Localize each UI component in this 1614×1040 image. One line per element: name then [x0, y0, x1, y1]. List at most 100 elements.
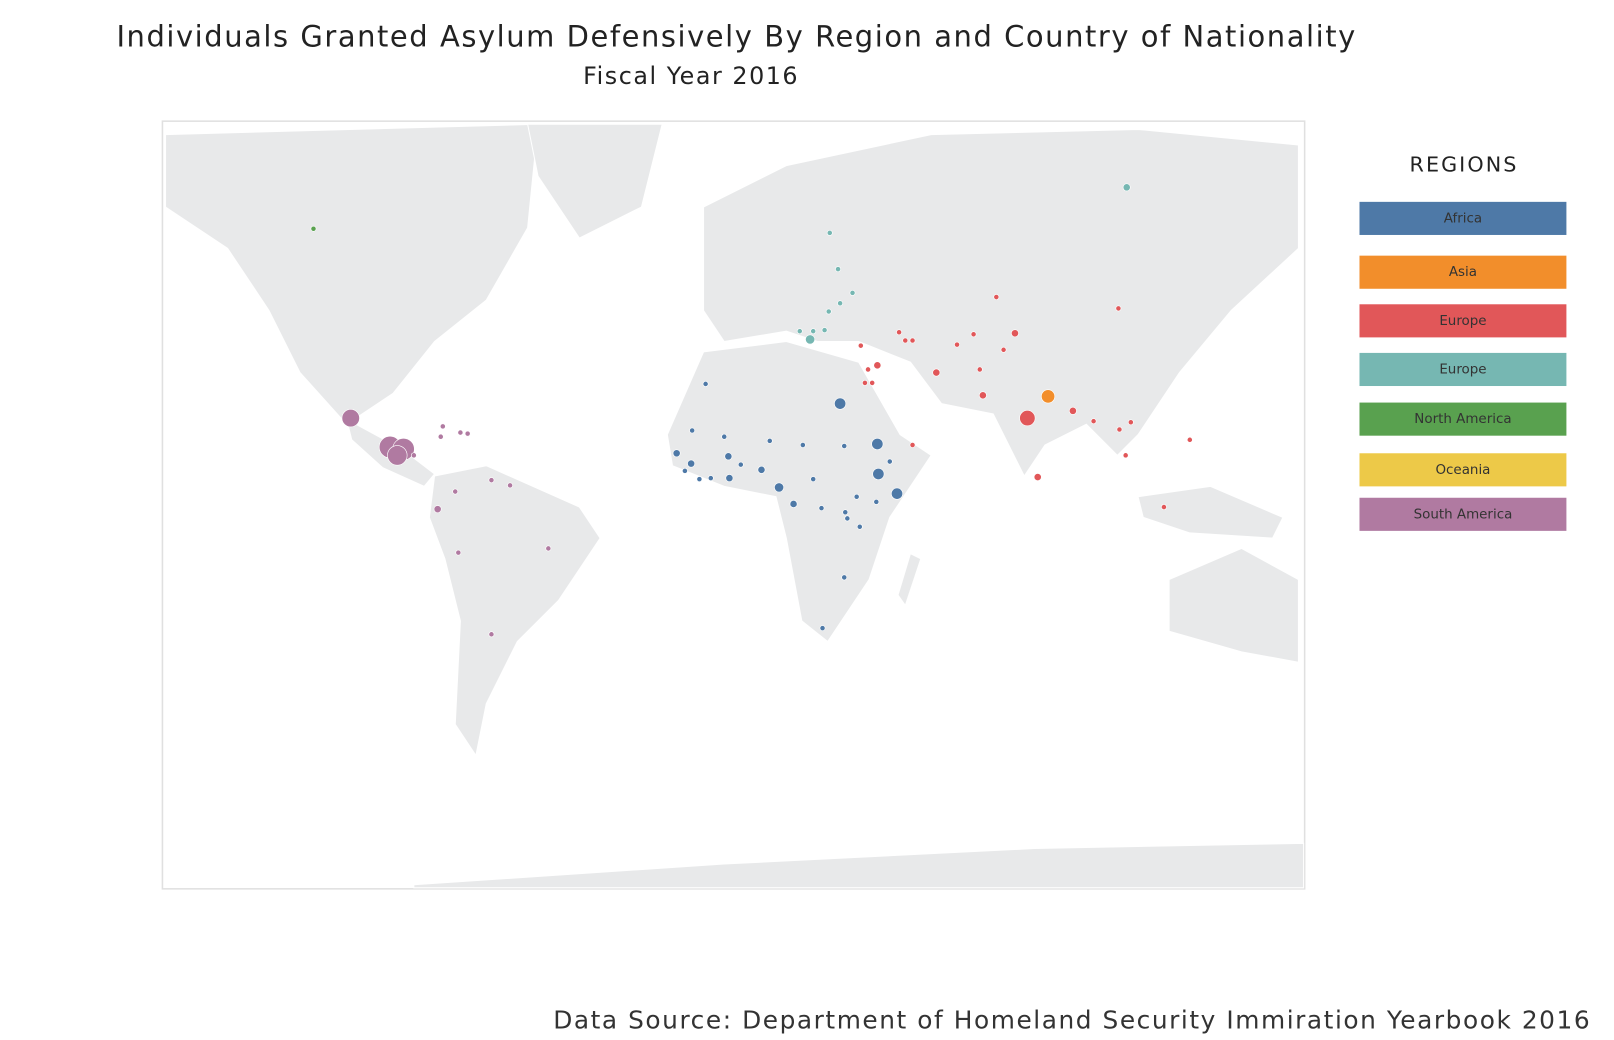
legend-swatch	[1359, 201, 1567, 235]
bubble	[821, 327, 828, 334]
bubble	[341, 408, 360, 428]
legend-label: Oceania	[1435, 463, 1490, 478]
bubble	[970, 331, 977, 338]
legend-swatch	[1359, 402, 1567, 436]
bubble	[837, 300, 844, 307]
bubble	[1019, 410, 1036, 427]
bubble	[841, 574, 848, 581]
bubble	[857, 342, 864, 349]
bubble	[978, 391, 987, 400]
eurasia	[703, 128, 1299, 478]
legend-swatch	[1359, 497, 1567, 531]
bubble	[439, 423, 446, 430]
bubble	[507, 482, 513, 489]
bubble	[799, 442, 806, 448]
bubble	[796, 328, 803, 335]
bubble	[766, 437, 773, 444]
legend-label: South America	[1414, 507, 1513, 522]
south-america	[428, 465, 601, 757]
antarctica	[413, 842, 1305, 889]
bubble	[433, 505, 442, 514]
title: Individuals Granted Asylum Defensively B…	[116, 19, 1356, 53]
bubble	[865, 366, 871, 373]
bubble	[455, 549, 462, 556]
madagascar	[897, 552, 922, 607]
bubble	[954, 341, 960, 348]
bubble	[1122, 183, 1131, 192]
legend-label: Africa	[1444, 211, 1482, 226]
bubble	[818, 505, 825, 511]
legend-label: North America	[1414, 412, 1511, 427]
bubble	[545, 545, 552, 552]
bubble	[1127, 419, 1134, 426]
bubble	[810, 476, 817, 483]
bubble	[891, 487, 904, 500]
bubble	[724, 452, 733, 461]
africa	[666, 341, 932, 643]
bubble	[488, 477, 495, 484]
bubble	[702, 381, 709, 387]
bubble	[737, 461, 744, 468]
bubble	[1068, 406, 1077, 415]
bubble	[707, 475, 714, 481]
bubble	[853, 493, 860, 500]
bubble	[834, 397, 847, 410]
bubble	[856, 523, 863, 530]
australia	[1168, 547, 1299, 663]
legend-swatch	[1359, 352, 1567, 387]
bubble	[862, 380, 868, 386]
bubble	[721, 433, 728, 440]
legend-swatch	[1359, 304, 1567, 338]
bubble	[310, 225, 317, 232]
bubble	[1090, 418, 1097, 425]
bubble	[909, 442, 916, 448]
bubble	[687, 459, 696, 468]
bubble	[819, 625, 826, 632]
data-source: Data Source: Department of Homeland Secu…	[553, 1005, 1591, 1034]
bubble	[902, 337, 909, 344]
southeast-asia-islands	[1137, 485, 1284, 539]
bubble	[871, 437, 884, 450]
bubble	[488, 631, 495, 638]
bubble	[1041, 389, 1056, 404]
bubble	[896, 329, 902, 336]
bubbles	[310, 183, 1193, 638]
bubble	[696, 476, 703, 483]
bubble	[725, 474, 734, 483]
bubble	[1116, 426, 1123, 433]
legend-swatch	[1359, 453, 1567, 487]
bubble	[689, 427, 696, 434]
legend-title: REGIONS	[1410, 153, 1519, 177]
bubble	[886, 458, 893, 465]
bubble	[825, 308, 832, 315]
map	[161, 120, 1306, 890]
bubble	[842, 509, 849, 516]
bubble	[844, 515, 851, 522]
bubble	[757, 465, 766, 474]
legend-label: Europe	[1439, 314, 1486, 329]
bubble	[1161, 504, 1167, 510]
bubble	[774, 482, 785, 493]
bubble	[1115, 305, 1122, 312]
bubble	[976, 366, 983, 373]
bubble	[872, 467, 885, 480]
legend-swatch	[1359, 255, 1567, 289]
bubble	[841, 443, 848, 449]
bubble	[873, 498, 880, 505]
bubble	[1122, 452, 1129, 459]
bubble	[1011, 329, 1019, 338]
bubble	[682, 467, 688, 474]
bubble	[1033, 473, 1042, 481]
bubble	[835, 266, 841, 273]
bubble	[810, 328, 817, 335]
legend: REGIONS Africa Asia Europe Europe North Amer…	[1359, 153, 1567, 531]
north-america	[165, 123, 539, 425]
bubble	[672, 449, 681, 458]
legend-label: Asia	[1449, 265, 1477, 280]
greenland	[527, 123, 663, 239]
bubble	[410, 452, 417, 459]
bubble	[826, 229, 833, 236]
bubble	[869, 380, 876, 386]
bubble	[464, 430, 471, 437]
